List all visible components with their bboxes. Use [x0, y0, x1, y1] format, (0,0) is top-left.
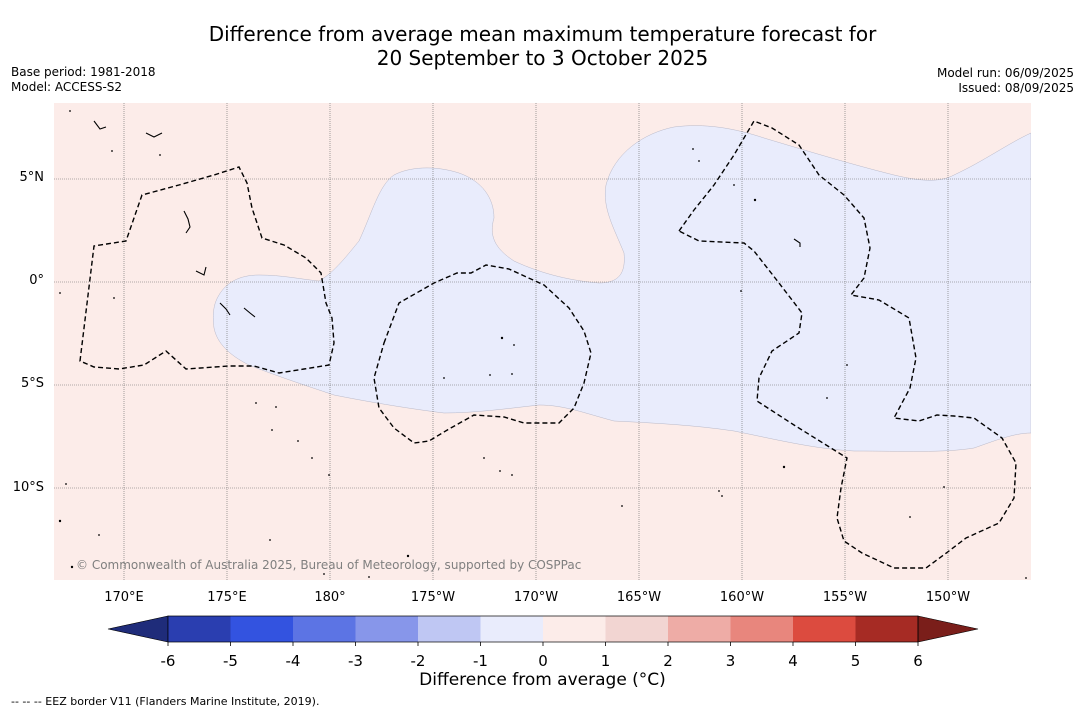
lon-label-160w: 160°W: [719, 590, 765, 605]
copyright-credit: © Commonwealth of Australia 2025, Bureau…: [76, 558, 582, 572]
lat-label-10s: 10°S: [12, 480, 44, 495]
colorbar-extend-high: [917, 615, 979, 643]
anomaly-map: [54, 103, 1031, 580]
colorbar-tick-1: 1: [600, 652, 611, 670]
lon-label-150w: 150°W: [925, 590, 971, 605]
model-name: Model: ACCESS-S2: [11, 80, 123, 94]
colorbar-title: Difference from average (°C): [419, 670, 666, 690]
colorbar-bin-m5-m4: [230, 616, 293, 642]
colorbar-bin-m2-m1: [418, 616, 481, 642]
colorbar-extend-low: [107, 615, 169, 643]
issued-date: Issued: 08/09/2025: [958, 81, 1074, 95]
colorbar-tick-3: 3: [725, 652, 736, 670]
island-dots: [58, 110, 1027, 579]
lat-label-5s: 5°S: [20, 376, 44, 391]
base-period: Base period: 1981-2018: [11, 65, 156, 79]
meta-right: Model run: 06/09/2025 Issued: 08/09/2025: [937, 66, 1074, 96]
lat-label-5n: 5°N: [19, 170, 45, 185]
colorbar-bin-5-6: [855, 616, 918, 642]
colorbar-bin-3-4: [730, 616, 793, 642]
lat-label-0: 0°: [29, 273, 44, 288]
title-line-1: Difference from average mean maximum tem…: [208, 22, 877, 46]
lon-label-175w: 175°W: [410, 590, 456, 605]
title-line-2: 20 September to 3 October 2025: [376, 46, 709, 70]
meta-left: Base period: 1981-2018 Model: ACCESS-S2: [11, 65, 156, 95]
colorbar-ticks: [167, 642, 919, 646]
lon-label-170e: 170°E: [104, 590, 144, 605]
colorbar-tick-5: 5: [850, 652, 861, 670]
colorbar-bin-0-1: [543, 616, 606, 642]
colorbar-tick-m6: -6: [160, 652, 176, 670]
colorbar-tick-m2: -2: [410, 652, 426, 670]
colorbar-tick-0: 0: [538, 652, 548, 670]
lon-label-180: 180°: [314, 590, 346, 605]
colorbar-tick-4: 4: [788, 652, 798, 670]
colorbar-tick-6: 6: [913, 652, 923, 670]
colorbar-tick-m4: -4: [285, 652, 301, 670]
colorbar-bin-2-3: [668, 616, 731, 642]
eez-legend: -- -- -- EEZ border V11 (Flanders Marine…: [11, 695, 320, 708]
cool-anomaly-region: [212, 125, 1031, 452]
colorbar-bin-4-5: [793, 616, 856, 642]
lon-label-165w: 165°W: [616, 590, 662, 605]
lon-label-155w: 155°W: [822, 590, 868, 605]
lon-label-170w: 170°W: [513, 590, 559, 605]
colorbar-bin-m6-m5: [168, 616, 231, 642]
colorbar: [107, 615, 979, 646]
map-title: Difference from average mean maximum tem…: [0, 22, 1085, 70]
colorbar-bin-m4-m3: [293, 616, 356, 642]
eez-borders: [79, 120, 1017, 569]
lon-label-175e: 175°E: [207, 590, 247, 605]
colorbar-tick-m1: -1: [473, 652, 488, 670]
model-run: Model run: 06/09/2025: [936, 66, 1074, 80]
colorbar-tick-2: 2: [663, 652, 673, 670]
colorbar-tick-m5: -5: [223, 652, 238, 670]
colorbar-bin-1-2: [605, 616, 668, 642]
islands: [93, 120, 801, 318]
colorbar-tick-m3: -3: [348, 652, 363, 670]
colorbar-bin-m1-0: [480, 616, 543, 642]
colorbar-bin-m3-m2: [355, 616, 418, 642]
graticule: [54, 103, 1031, 580]
